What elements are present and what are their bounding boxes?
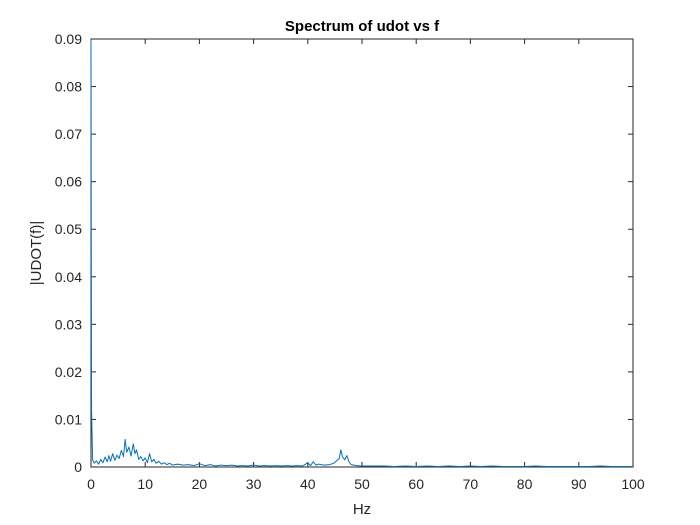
x-tick-label: 50	[354, 476, 370, 492]
x-tick-label: 0	[87, 476, 95, 492]
x-ticks: 0 10 20 30 40 50 60 70 80 90 100	[87, 39, 645, 492]
x-tick-label: 70	[463, 476, 479, 492]
x-tick-label: 40	[300, 476, 316, 492]
y-tick-label: 0.02	[55, 364, 82, 380]
y-ticks: 0 0.01 0.02 0.03 0.04 0.05 0.06 0.07 0.08 0.09	[55, 31, 633, 475]
x-tick-label: 100	[621, 476, 645, 492]
y-tick-label: 0.03	[55, 316, 82, 332]
y-tick-label: 0.05	[55, 221, 82, 237]
y-axis-label: |UDOT(f)|	[28, 221, 45, 285]
y-tick-label: 0.09	[55, 31, 82, 47]
y-tick-label: 0	[74, 459, 82, 475]
y-tick-label: 0.04	[55, 269, 82, 285]
y-tick-label: 0.08	[55, 79, 82, 95]
y-tick-label: 0.07	[55, 126, 82, 142]
x-axis-label: Hz	[353, 501, 371, 518]
x-tick-label: 20	[192, 476, 208, 492]
chart-title: Spectrum of udot vs f	[285, 18, 440, 35]
y-tick-label: 0.01	[55, 411, 82, 427]
x-tick-label: 30	[246, 476, 262, 492]
y-tick-label: 0.06	[55, 174, 82, 190]
x-tick-label: 10	[137, 476, 153, 492]
series-line	[90, 39, 633, 468]
x-tick-label: 90	[571, 476, 587, 492]
x-tick-label: 80	[517, 476, 533, 492]
plot-area	[90, 38, 634, 468]
x-tick-label: 60	[408, 476, 424, 492]
